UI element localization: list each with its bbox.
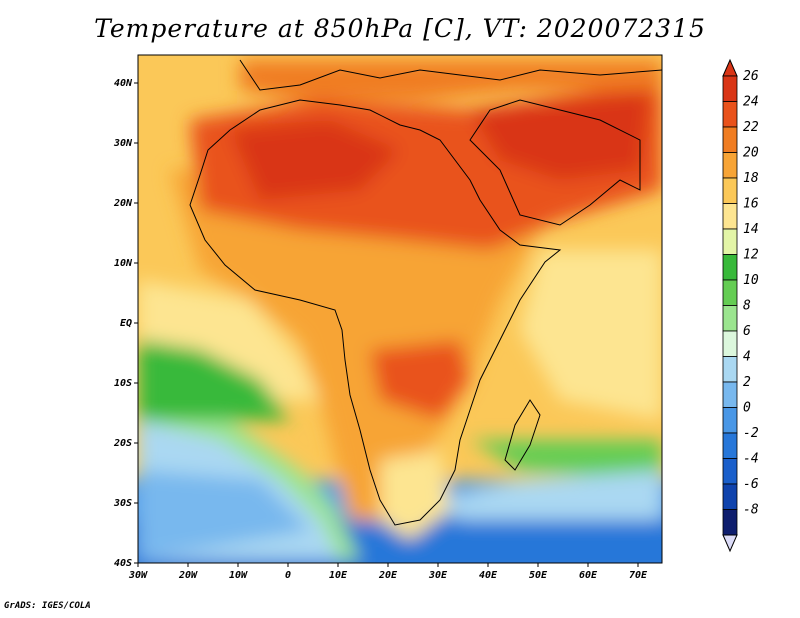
colorbar-swatch: [722, 279, 738, 306]
lon-tick-label: 20W: [178, 570, 198, 581]
lon-tick-label: 70E: [629, 570, 648, 581]
colorbar-label: -4: [743, 452, 759, 467]
credit-text: GrADS: IGES/COLA: [4, 601, 91, 611]
lat-tick-label: 10S: [114, 378, 132, 389]
colorbar-swatch: [722, 254, 738, 281]
coastline-europe: [239, 59, 662, 91]
colorbar-swatch: [722, 381, 738, 408]
colorbar-top-arrow: [722, 58, 738, 77]
map-title: Temperature at 850hPa [C], VT: 202007231…: [94, 14, 706, 43]
colorbar-label: 16: [743, 197, 759, 212]
lon-tick-label: 20E: [378, 570, 398, 581]
colorbar-label: -8: [743, 503, 759, 518]
colorbar-swatch: [722, 101, 738, 128]
longitude-axis: 30W 20W 10W 0 10E 20E 30E 40E 50E 60E 70E: [128, 563, 648, 581]
latitude-axis: 40N 30N 20N 10N EQ 10S 20S 30S 40S: [113, 78, 138, 569]
lat-tick-label: 20N: [113, 198, 133, 209]
colorbar-label: 0: [743, 401, 751, 416]
colorbar-bottom-arrow: [722, 534, 738, 553]
colorbar-label: -6: [743, 477, 759, 492]
colorbar-label: 22: [743, 120, 759, 135]
colorbar-label: 10: [743, 273, 759, 288]
colorbar-label: 8: [743, 299, 751, 314]
colorbar-swatch: [722, 483, 738, 510]
lat-tick-label: 30S: [113, 498, 132, 509]
lat-tick-label: 20S: [113, 438, 132, 449]
colorbar-label: 6: [743, 324, 751, 339]
lon-tick-label: 30E: [428, 570, 448, 581]
colorbar-swatch: [722, 458, 738, 485]
coastline: [189, 99, 562, 526]
coastline-madagascar: [504, 399, 541, 471]
lon-tick-label: 10W: [229, 570, 248, 581]
coastline-arabia: [469, 99, 641, 226]
colorbar-label: 26: [743, 69, 759, 84]
lon-tick-label: 40E: [479, 570, 498, 581]
lon-tick-label: 60E: [579, 570, 598, 581]
colorbar-swatch: [722, 407, 738, 434]
colorbar-swatch: [722, 509, 738, 536]
colorbar-swatch: [722, 152, 738, 179]
colorbar-swatch: [722, 356, 738, 383]
lat-tick-label: 40S: [114, 558, 132, 569]
colorbar-swatch: [722, 177, 738, 204]
lon-tick-label: 10E: [329, 570, 348, 581]
temperature-field: [138, 55, 662, 563]
colorbar-label: 24: [743, 95, 759, 110]
colorbar-swatch: [722, 228, 738, 255]
colorbar-label: 12: [743, 248, 759, 263]
colorbar-label: 20: [743, 146, 759, 161]
colorbar-swatch: [722, 305, 738, 332]
lon-tick-label: 30W: [128, 570, 148, 581]
colorbar-swatch: [722, 75, 738, 102]
colorbar-swatch: [722, 126, 738, 153]
lon-tick-label: 0: [285, 570, 291, 581]
plot-frame: [137, 54, 663, 564]
colorbar-label: -2: [743, 426, 759, 441]
lat-tick-label: 30N: [113, 138, 133, 149]
colorbar-swatch: [722, 432, 738, 459]
lon-tick-label: 50E: [529, 570, 548, 581]
lat-tick-label: 40N: [114, 78, 133, 89]
lat-tick-label: 10N: [114, 258, 133, 269]
colorbar-label: 2: [743, 375, 751, 390]
colorbar-swatch: [722, 330, 738, 357]
lat-tick-label: EQ: [120, 318, 132, 329]
colorbar-label: 14: [743, 222, 759, 237]
colorbar-swatch: [722, 203, 738, 230]
colorbar-label: 18: [743, 171, 759, 186]
colorbar-label: 4: [743, 350, 751, 365]
